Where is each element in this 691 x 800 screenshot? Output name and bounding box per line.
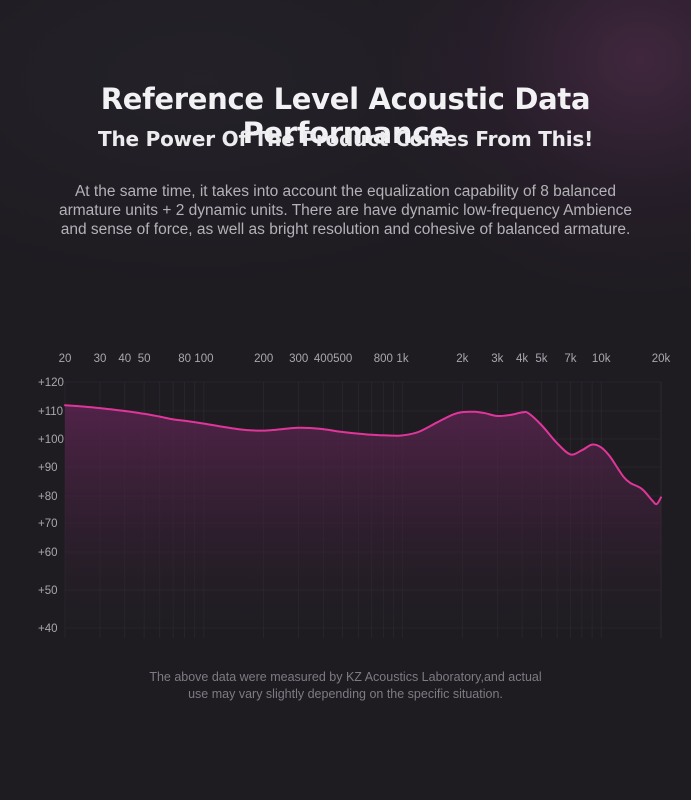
- response-curve: [64, 404, 662, 506]
- y-tick-label: +50: [38, 585, 58, 597]
- description-line: armature units + 2 dynamic units. There …: [58, 202, 633, 219]
- y-tick-label: +80: [38, 491, 58, 503]
- x-tick-label: 50: [138, 353, 151, 365]
- x-tick-label: 5k: [535, 353, 547, 365]
- y-tick-label: +110: [38, 406, 63, 418]
- y-tick-label: +60: [38, 547, 58, 559]
- x-axis-ticks: 20 30 40 50 80 100 200 300 400 500 800 1k 2k 3k 4k 5k 7k…: [59, 353, 671, 365]
- description-line: and sense of force, as well as bright re…: [60, 221, 631, 238]
- x-tick-label: 3k: [491, 353, 503, 365]
- description-line: At the same time, it takes into account …: [74, 183, 617, 200]
- y-axis-ticks: +120 +110 +100 +90 +80 +70 +60 +50 +40: [38, 377, 64, 635]
- x-tick-label: 200: [254, 353, 273, 365]
- x-tick-label: 2k: [456, 353, 468, 365]
- x-tick-label: 500: [333, 353, 352, 365]
- y-tick-label: +70: [38, 518, 58, 530]
- page-title: Reference Level Acoustic Data Performanc…: [100, 82, 591, 150]
- page-subtitle: The Power Of The Product Comes From This…: [98, 127, 593, 151]
- x-tick-label: 300: [289, 353, 308, 365]
- x-tick-label: 80: [178, 353, 191, 365]
- measurement-footnote: The above data were measured by KZ Acous…: [60, 669, 631, 703]
- x-tick-label: 20k: [652, 353, 671, 365]
- y-tick-label: +120: [38, 377, 64, 389]
- chart-area-layer: [64, 404, 662, 628]
- x-tick-label: 20: [59, 353, 72, 365]
- x-tick-label: 40: [118, 353, 131, 365]
- x-tick-label: 1k: [396, 353, 408, 365]
- y-tick-label: +40: [38, 623, 58, 635]
- x-tick-label: 4k: [516, 353, 528, 365]
- y-tick-label: +90: [38, 462, 58, 474]
- description: At the same time, it takes into account …: [40, 182, 651, 239]
- x-tick-label: 30: [94, 353, 107, 365]
- x-tick-label: 100: [194, 353, 213, 365]
- footnote-line: The above data were measured by KZ Acous…: [149, 670, 542, 684]
- footnote-line: use may vary slightly depending on the s…: [188, 687, 503, 701]
- x-tick-label: 800: [374, 353, 393, 365]
- x-tick-label: 10k: [592, 353, 611, 365]
- y-tick-label: +100: [38, 434, 64, 446]
- response-area: [65, 405, 661, 628]
- x-tick-label: 400: [314, 353, 333, 365]
- x-tick-label: 7k: [564, 353, 576, 365]
